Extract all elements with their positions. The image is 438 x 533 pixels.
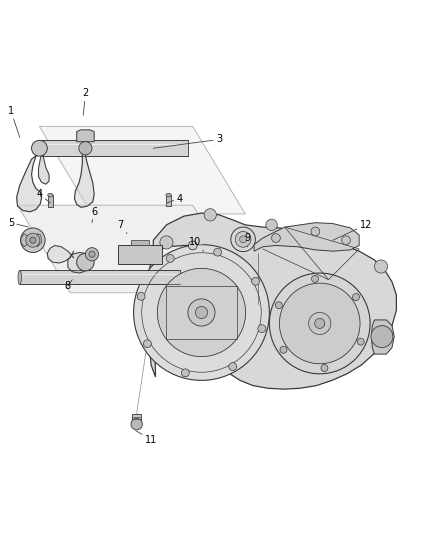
Circle shape xyxy=(258,325,266,333)
Ellipse shape xyxy=(48,193,53,197)
Polygon shape xyxy=(254,223,359,251)
Circle shape xyxy=(272,233,280,243)
Polygon shape xyxy=(132,414,141,424)
Polygon shape xyxy=(47,246,74,263)
Polygon shape xyxy=(371,320,394,354)
Text: 8: 8 xyxy=(65,280,72,291)
Polygon shape xyxy=(118,245,162,264)
Text: 9: 9 xyxy=(244,233,251,247)
Polygon shape xyxy=(37,233,42,247)
Circle shape xyxy=(157,268,246,357)
Polygon shape xyxy=(21,233,27,247)
Circle shape xyxy=(371,326,393,348)
Circle shape xyxy=(280,346,287,353)
Polygon shape xyxy=(149,213,396,389)
Circle shape xyxy=(79,142,92,155)
Circle shape xyxy=(195,306,208,319)
Circle shape xyxy=(26,233,40,247)
Circle shape xyxy=(77,253,94,271)
Polygon shape xyxy=(74,155,94,207)
Text: 5: 5 xyxy=(8,217,28,228)
Polygon shape xyxy=(42,140,188,156)
Circle shape xyxy=(229,362,237,370)
Text: 3: 3 xyxy=(153,134,222,148)
Polygon shape xyxy=(20,270,180,285)
Circle shape xyxy=(357,338,364,345)
Polygon shape xyxy=(18,205,245,293)
Text: 4: 4 xyxy=(36,189,50,203)
Circle shape xyxy=(309,312,331,335)
Polygon shape xyxy=(131,240,149,245)
Text: 1: 1 xyxy=(8,106,20,138)
Circle shape xyxy=(85,248,99,261)
Circle shape xyxy=(279,283,360,364)
Circle shape xyxy=(311,227,320,236)
Ellipse shape xyxy=(166,193,171,197)
Circle shape xyxy=(311,276,318,282)
Text: 10: 10 xyxy=(189,237,204,251)
Circle shape xyxy=(374,260,388,273)
Polygon shape xyxy=(48,195,53,207)
Circle shape xyxy=(89,251,95,257)
Circle shape xyxy=(131,418,142,430)
Text: 4: 4 xyxy=(166,193,183,204)
Circle shape xyxy=(181,369,189,377)
Circle shape xyxy=(314,318,325,328)
Circle shape xyxy=(214,248,222,256)
Circle shape xyxy=(251,277,259,285)
Polygon shape xyxy=(166,195,171,206)
Polygon shape xyxy=(39,154,49,184)
Ellipse shape xyxy=(39,140,43,156)
Circle shape xyxy=(321,365,328,372)
Circle shape xyxy=(134,245,269,381)
Circle shape xyxy=(240,236,247,243)
Text: 11: 11 xyxy=(136,431,157,445)
Circle shape xyxy=(269,273,370,374)
Circle shape xyxy=(204,209,216,221)
Circle shape xyxy=(32,140,47,156)
Circle shape xyxy=(342,236,350,245)
Circle shape xyxy=(275,302,282,309)
Ellipse shape xyxy=(18,270,21,285)
Circle shape xyxy=(188,241,197,250)
Polygon shape xyxy=(17,155,42,212)
Circle shape xyxy=(188,299,215,326)
Circle shape xyxy=(144,340,152,348)
Polygon shape xyxy=(77,130,94,142)
Polygon shape xyxy=(68,253,85,273)
Circle shape xyxy=(266,219,277,231)
Circle shape xyxy=(353,294,360,301)
Circle shape xyxy=(231,227,255,252)
Polygon shape xyxy=(39,126,245,214)
Circle shape xyxy=(21,228,45,253)
Text: 7: 7 xyxy=(117,220,127,233)
Circle shape xyxy=(137,293,145,300)
Text: 12: 12 xyxy=(333,220,372,240)
Circle shape xyxy=(30,237,36,243)
Text: 6: 6 xyxy=(91,207,97,223)
Circle shape xyxy=(166,254,174,262)
Circle shape xyxy=(160,236,173,249)
Text: 2: 2 xyxy=(82,88,88,115)
Circle shape xyxy=(235,231,251,247)
